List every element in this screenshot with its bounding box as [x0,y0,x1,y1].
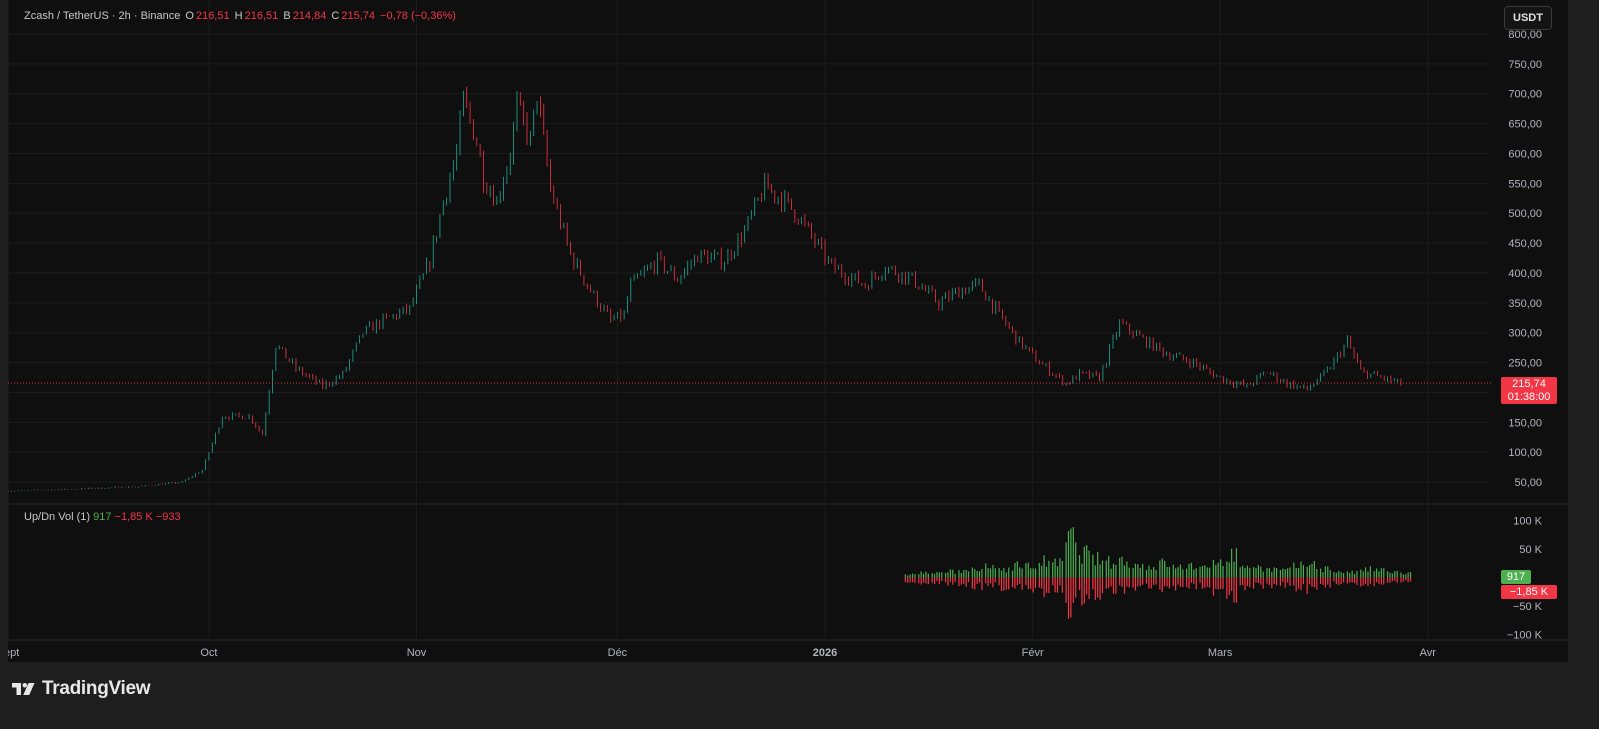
last-price-value: 215,74 [1512,378,1546,390]
price-axis-tick: 250,00 [1508,358,1542,370]
brand-name: TradingView [42,678,151,699]
volume-axis-tick: 50 K [1519,544,1542,556]
time-axis-tick: Nov [407,647,427,659]
price-axis-tick: 400,00 [1508,268,1542,280]
close-value: 215,74 [341,10,376,22]
close-label: C [331,10,340,22]
volume-up-value: 917 [93,511,112,523]
time-axis-tick: Avr [1420,647,1437,659]
price-axis-tick: 50,00 [1514,477,1542,489]
price-axis-tick: 750,00 [1508,59,1542,71]
price-axis-tick: 550,00 [1508,178,1542,190]
tradingview-logo-icon [12,683,35,695]
last-price-tag: 215,74 01:38:00 [1501,377,1557,404]
price-axis-tick: 700,00 [1508,89,1542,101]
low-value: 214,84 [292,10,327,22]
bar-countdown: 01:38:00 [1507,391,1551,403]
time-axis-tick: Févr [1022,647,1044,659]
price-axis-tick: 650,00 [1508,119,1542,131]
volume-down-tag: −1,85 K [1501,585,1557,599]
open-label: O [185,10,194,22]
high-value: 216,51 [244,10,279,22]
price-axis-tick: 150,00 [1508,417,1542,429]
time-axis-tick: Sept [8,647,19,659]
price-axis-tick: 350,00 [1508,298,1542,310]
time-axis-tick: Oct [200,647,217,659]
price-legend: Zcash / TetherUS · 2h · Binance O 216,51 … [24,10,458,22]
price-axis-tick: 500,00 [1508,208,1542,220]
volume-indicator-title[interactable]: Up/Dn Vol (1) [24,511,91,523]
volume-axis-tick: 100 K [1513,516,1542,528]
volume-axis-tick: −100 K [1507,629,1543,641]
symbol-title[interactable]: Zcash / TetherUS · 2h · Binance [24,10,181,22]
price-axis-tick: 600,00 [1508,148,1542,160]
price-axis-tick: 450,00 [1508,238,1542,250]
time-axis-tick: Mars [1208,647,1233,659]
volume-delta-value: −933 [155,511,181,523]
price-axis-tick: 100,00 [1508,447,1542,459]
currency-button[interactable]: USDT [1504,6,1552,30]
volume-down-value: −1,85 K [114,511,153,523]
chart-canvas[interactable]: 800,00 750,00 700,00 650,00 600,00 550,00 500,… [8,0,1568,662]
high-label: H [234,10,243,22]
time-axis-tick: 2026 [813,647,837,659]
price-axis-tick: 300,00 [1508,328,1542,340]
low-label: B [283,10,291,22]
time-axis-tick: Déc [608,647,628,659]
open-value: 216,51 [195,10,230,22]
tradingview-brand[interactable]: TradingView [10,677,151,701]
price-axis-tick: 800,00 [1508,29,1542,41]
chart-area[interactable]: 800,00 750,00 700,00 650,00 600,00 550,00 500,… [8,0,1568,662]
volume-axis-tick: −50 K [1513,601,1543,613]
volume-up-tag: 917 [1501,570,1531,584]
volume-legend: Up/Dn Vol (1) 917 −1,85 K −933 [24,511,181,523]
change-value: −0,78 (−0,36%) [380,10,456,22]
